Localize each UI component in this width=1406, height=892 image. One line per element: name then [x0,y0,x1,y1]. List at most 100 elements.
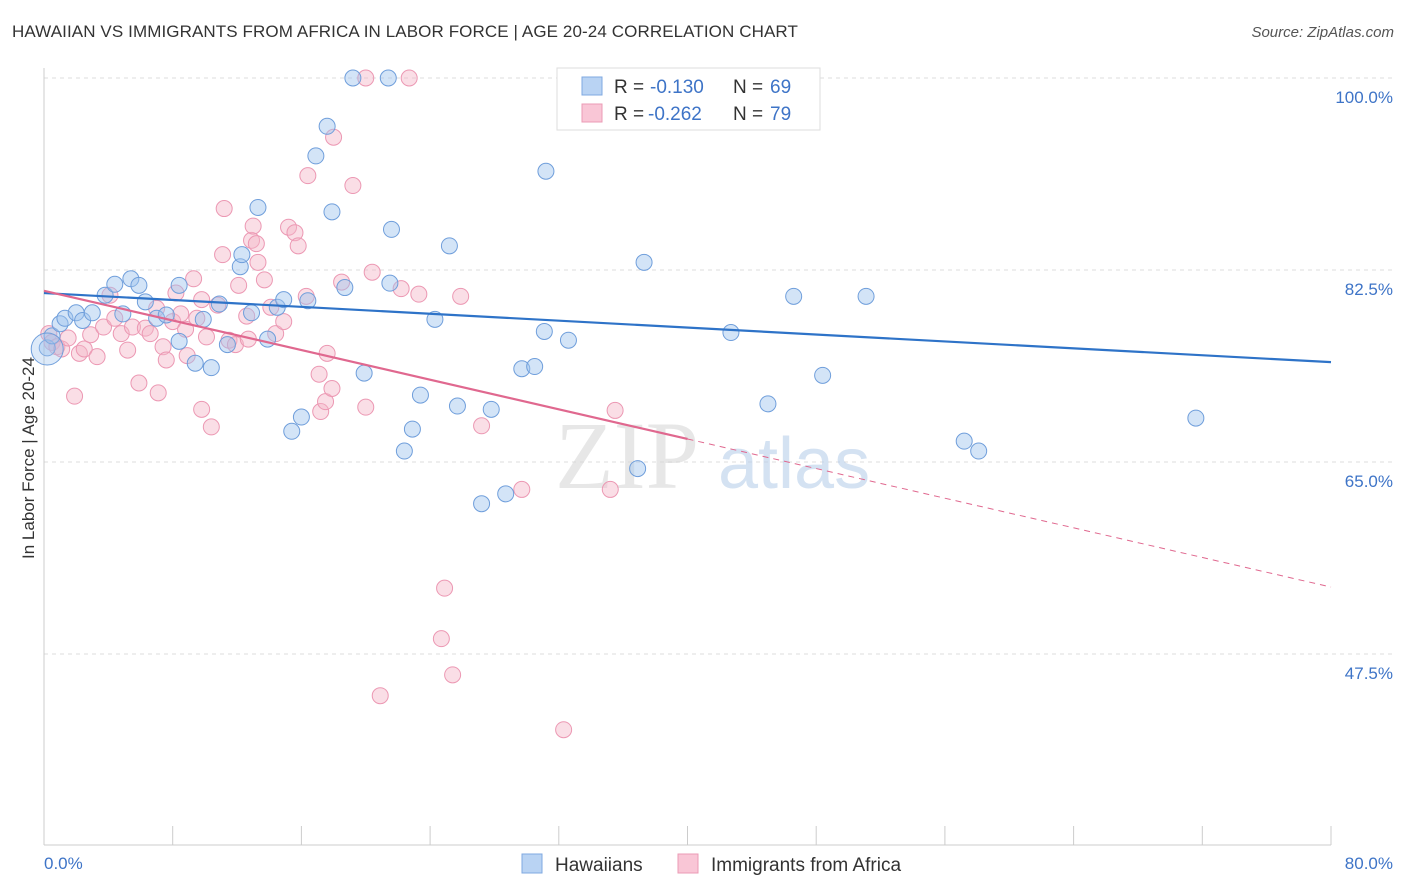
bottom-legend-label-immigrants: Immigrants from Africa [711,855,901,876]
point-immigrants-74 [473,417,491,435]
point-hawaiians-43 [411,386,429,404]
point-immigrants-14 [119,341,137,359]
point-hawaiians-64 [955,432,973,450]
point-hawaiians-33 [318,117,336,135]
point-immigrants-49 [275,313,293,331]
point-immigrants-31 [193,400,211,418]
point-hawaiians-57 [635,253,653,271]
x-tick-label-0: 0.0% [44,854,83,873]
point-immigrants-64 [357,69,375,87]
point-hawaiians-54 [559,331,577,349]
legend-n-label-immigrants: N = [733,104,763,125]
point-immigrants-22 [157,351,175,369]
point-immigrants-20 [149,384,167,402]
point-immigrants-43 [244,217,262,235]
point-immigrants-40 [238,307,256,325]
point-immigrants-0 [40,325,58,343]
chart-title: HAWAIIAN VS IMMIGRANTS FROM AFRICA IN LA… [12,22,798,41]
point-hawaiians-3 [56,309,74,327]
point-immigrants-66 [371,687,389,705]
point-immigrants-46 [255,271,273,289]
point-immigrants-21 [154,338,172,356]
point-hawaiians-19 [202,359,220,377]
point-hawaiians-36 [344,69,362,87]
point-immigrants-62 [344,177,362,195]
point-immigrants-69 [410,285,428,303]
point-immigrants-72 [444,666,462,684]
point-hawaiians-20 [210,295,228,313]
point-immigrants-77 [601,480,619,498]
point-immigrants-65 [363,263,381,281]
point-immigrants-5 [66,387,84,405]
series-immigrants-from-africa [40,69,624,739]
point-hawaiians-44 [426,310,444,328]
point-hawaiians-37 [355,364,373,382]
watermark-atlas: atlas [718,424,870,504]
point-hawaiians-50 [513,360,531,378]
trend-immigrants [43,289,688,441]
point-hawaiians-49 [497,485,515,503]
stats-legend: R = -0.130 N = 69 R = -0.262 N = 79 [556,67,821,131]
legend-swatch-hawaiians [581,76,603,96]
point-hawaiians-cluster [30,332,64,366]
point-hawaiians-42 [403,420,421,438]
point-immigrants-78 [606,401,624,419]
legend-r-value-immigrants: -0.262 [648,104,702,125]
point-hawaiians-17 [186,354,204,372]
point-immigrants-52 [289,237,307,255]
point-immigrants-36 [215,200,233,218]
bottom-legend-swatch-hawaiians [521,853,543,874]
trend-hawaiians [43,291,1332,364]
point-hawaiians-63 [857,287,875,305]
point-hawaiians-52 [535,322,553,340]
watermark-zip: ZIP [555,402,699,509]
point-immigrants-9 [88,348,106,366]
point-immigrants-63 [357,398,375,416]
point-immigrants-17 [136,319,154,337]
x-tick-labels: 0.0% 80.0% [44,854,1393,873]
point-immigrants-10 [95,318,113,336]
axes [43,68,1332,846]
point-hawaiians-15 [170,276,188,294]
point-hawaiians-39 [381,274,399,292]
point-immigrants-33 [202,418,220,436]
point-hawaiians-24 [243,304,261,322]
point-immigrants-8 [82,326,100,344]
point-hawaiians-40 [382,220,400,238]
point-hawaiians-53 [537,162,555,180]
point-hawaiians-48 [482,400,500,418]
point-hawaiians-6 [83,304,101,322]
y-tick-labels: 100.0% 82.5% 65.0% 47.5% [1335,88,1393,683]
point-immigrants-58 [323,379,341,397]
point-immigrants-28 [185,270,203,288]
point-hawaiians-23 [233,246,251,264]
point-hawaiians-51 [526,358,544,376]
point-hawaiians-58 [722,324,740,342]
legend-swatch-immigrants [581,103,603,123]
point-immigrants-30 [193,291,211,309]
point-immigrants-71 [432,630,450,648]
point-immigrants-25 [172,305,190,323]
point-hawaiians-21 [218,336,236,354]
point-immigrants-61 [333,273,351,291]
point-hawaiians-2 [51,315,69,333]
point-immigrants-35 [214,246,232,264]
point-hawaiians-30 [292,408,310,426]
point-immigrants-45 [249,253,267,271]
point-immigrants-7 [75,340,93,358]
point-immigrants-68 [400,69,418,87]
point-hawaiians-32 [307,147,325,165]
point-immigrants-16 [130,374,148,392]
point-immigrants-56 [312,403,330,421]
point-hawaiians-1 [43,327,61,345]
point-hawaiians-66 [1187,409,1205,427]
point-hawaiians-35 [336,279,354,297]
point-hawaiians-56 [629,460,647,478]
legend-r-value-hawaiians: -0.130 [650,77,704,98]
point-immigrants-54 [299,167,317,185]
point-immigrants-15 [123,318,141,336]
bottom-legend-label-hawaiians: Hawaiians [555,855,643,876]
y-tick-label-2: 65.0% [1345,472,1393,491]
point-hawaiians-34 [323,203,341,221]
point-hawaiians-60 [759,395,777,413]
